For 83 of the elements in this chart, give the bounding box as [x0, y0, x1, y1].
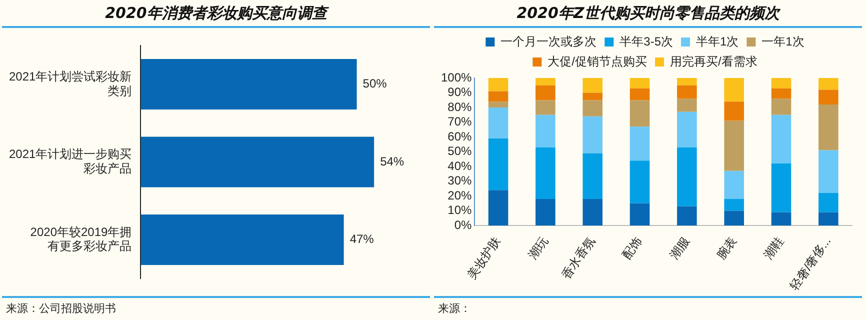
bar	[818, 104, 838, 150]
bar	[771, 114, 792, 164]
bar	[771, 88, 792, 99]
bar	[818, 193, 838, 212]
x-tick-label: 潮鞋	[761, 234, 786, 262]
y-tick-label: 0%	[454, 218, 472, 232]
bar	[724, 198, 744, 211]
x-tick-label: 潮玩	[525, 234, 551, 262]
data-label: 47%	[350, 232, 374, 246]
bar	[582, 116, 603, 154]
legend-label: 大促/促销节点购买	[548, 54, 648, 68]
bar	[677, 78, 697, 86]
y-tick-label: 50%	[448, 144, 472, 158]
bar	[724, 102, 744, 121]
data-label: 54%	[380, 154, 404, 168]
x-tick-label: 腕表	[714, 234, 740, 262]
x-tick-label: 美妆护肤	[464, 234, 504, 282]
chart-title: 2020年Z世代购买时尚零售品类的频次	[434, 0, 862, 28]
bar	[677, 112, 697, 148]
bar	[582, 78, 603, 93]
legend-label: 一年1次	[762, 34, 804, 48]
bar	[488, 108, 508, 138]
bar	[630, 126, 650, 161]
bar	[582, 153, 603, 199]
bar	[536, 147, 556, 199]
bar	[488, 91, 508, 102]
bar	[630, 160, 650, 204]
bar	[536, 198, 556, 226]
legend-label: 半年3-5次	[620, 34, 673, 48]
y-tick-label: 100%	[440, 70, 472, 84]
bar	[818, 78, 838, 90]
bar	[771, 78, 792, 88]
bar	[582, 198, 603, 226]
y-tick-label: 90%	[448, 85, 472, 100]
y-tick-label: 60%	[448, 129, 472, 144]
y-tick-label: 2020年较2019年拥有更多彩妆产品	[30, 224, 132, 254]
bar	[630, 203, 650, 226]
bar	[677, 85, 697, 99]
bar	[818, 212, 838, 226]
bar	[771, 98, 792, 115]
data-label: 50%	[362, 76, 388, 91]
bar	[818, 150, 838, 194]
bar	[582, 92, 603, 100]
y-tick-label: 2021年计划尝试彩妆新类别	[8, 69, 132, 98]
bar	[677, 147, 697, 206]
source-note: 来源：公司招股说明书	[2, 296, 430, 320]
bar	[488, 102, 508, 108]
bar	[630, 100, 650, 127]
bar	[488, 138, 508, 190]
bar	[724, 120, 744, 171]
bar	[677, 206, 697, 226]
y-tick-label: 40%	[448, 158, 472, 173]
bar	[677, 98, 697, 112]
bar	[724, 170, 744, 199]
bar	[582, 100, 603, 116]
y-tick-label: 30%	[448, 174, 472, 188]
x-tick-label: 轻奢/奢侈...	[786, 234, 834, 292]
x-tick-label: 潮服	[666, 234, 692, 262]
legend-label: 一个月一次或多次	[500, 34, 597, 48]
bar	[771, 164, 792, 212]
y-tick-label: 70%	[448, 114, 472, 129]
legend-label: 用完再买/看需求	[670, 54, 758, 68]
bar	[536, 114, 556, 148]
bar	[536, 78, 556, 86]
y-tick-label: 10%	[448, 203, 472, 218]
bar	[630, 78, 650, 88]
bar	[724, 78, 744, 102]
chart-title: 2020年消费者彩妆购买意向调查	[2, 0, 430, 28]
bar	[630, 88, 650, 100]
y-tick-label: 2021年计划进一步购买彩妆产品	[8, 147, 132, 176]
bar	[536, 85, 556, 100]
bar	[818, 90, 838, 105]
bar	[488, 78, 508, 92]
bar	[724, 210, 744, 226]
x-tick-label: 配饰	[620, 234, 645, 262]
legend-label: 半年1次	[696, 34, 739, 48]
bar	[488, 190, 508, 226]
y-tick-label: 80%	[448, 100, 472, 114]
x-tick-label: 香水香氛	[558, 234, 598, 282]
y-tick-label: 20%	[448, 188, 472, 202]
bar	[771, 212, 792, 226]
bar	[536, 100, 556, 115]
source-note: 来源：	[434, 296, 862, 320]
